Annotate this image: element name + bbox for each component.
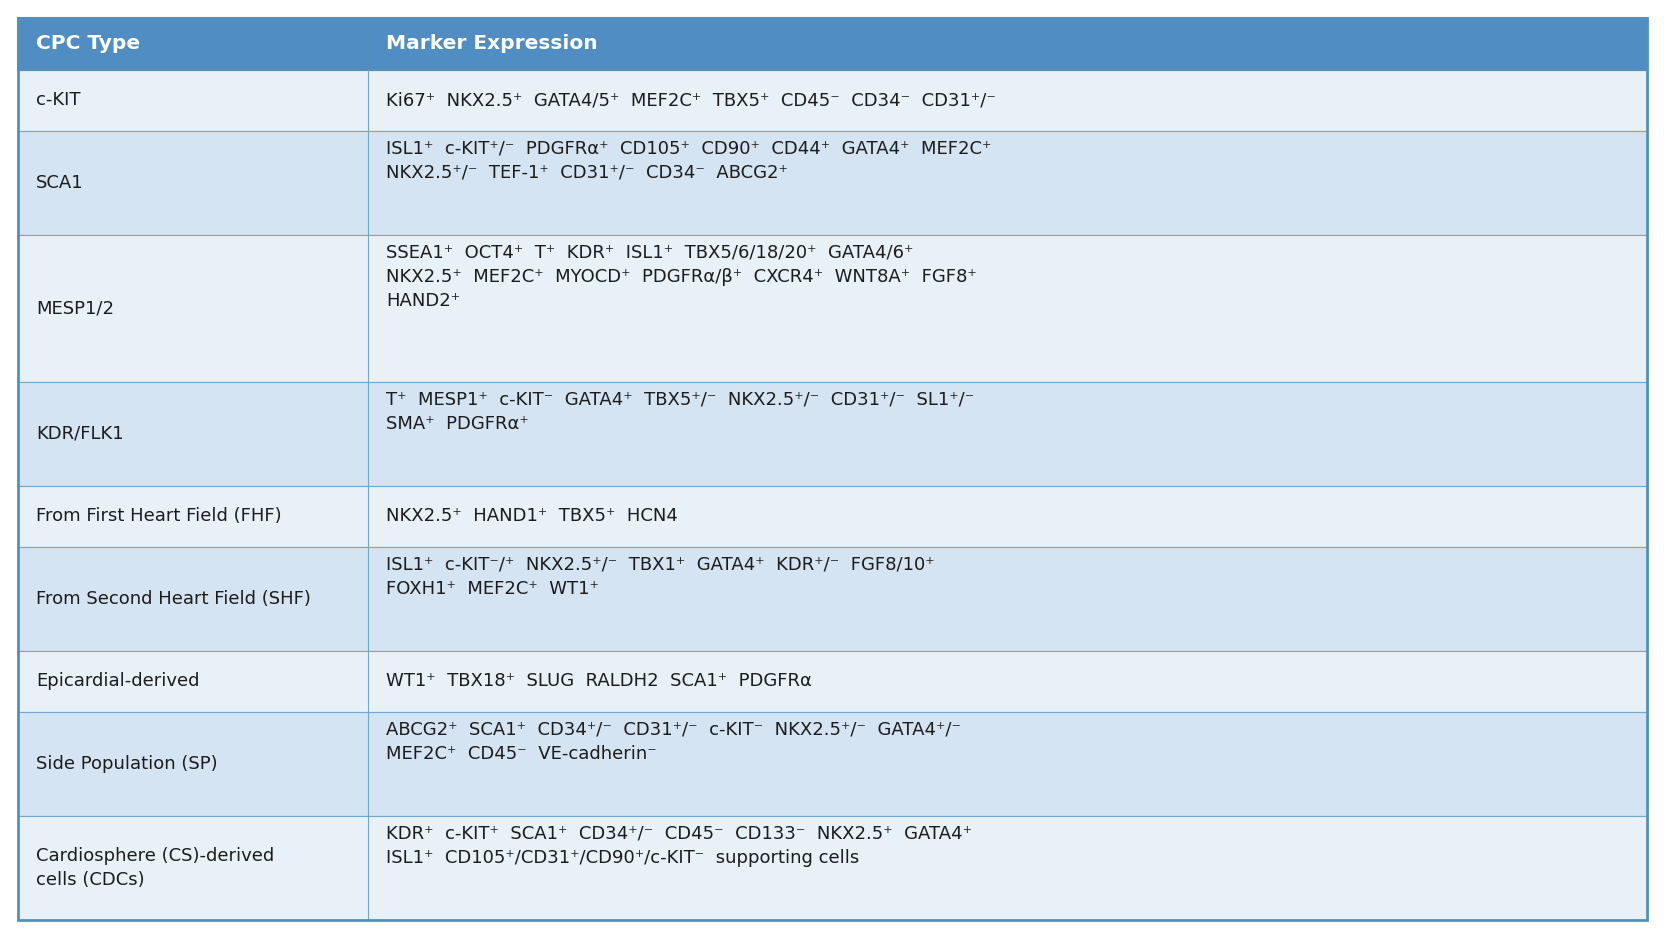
Text: NKX2.5⁺  HAND1⁺  TBX5⁺  HCN4: NKX2.5⁺ HAND1⁺ TBX5⁺ HCN4: [386, 507, 677, 525]
Bar: [18, 486, 1646, 547]
Bar: [18, 651, 1646, 712]
Text: Ki67⁺  NKX2.5⁺  GATA4/5⁺  MEF2C⁺  TBX5⁺  CD45⁻  CD34⁻  CD31⁺/⁻: Ki67⁺ NKX2.5⁺ GATA4/5⁺ MEF2C⁺ TBX5⁺ CD45…: [386, 91, 995, 109]
Bar: [18, 130, 1646, 234]
Bar: [18, 382, 1646, 486]
Bar: [18, 712, 1646, 816]
Text: MESP1/2: MESP1/2: [37, 299, 113, 317]
Text: KDR⁺  c-KIT⁺  SCA1⁺  CD34⁺/⁻  CD45⁻  CD133⁻  NKX2.5⁺  GATA4⁺
ISL1⁺  CD105⁺/CD31⁺: KDR⁺ c-KIT⁺ SCA1⁺ CD34⁺/⁻ CD45⁻ CD133⁻ N…: [386, 825, 972, 868]
Text: ISL1⁺  c-KIT⁺/⁻  PDGFRα⁺  CD105⁺  CD90⁺  CD44⁺  GATA4⁺  MEF2C⁺
NKX2.5⁺/⁻  TEF-1⁺: ISL1⁺ c-KIT⁺/⁻ PDGFRα⁺ CD105⁺ CD90⁺ CD44…: [386, 140, 992, 182]
Text: WT1⁺  TBX18⁺  SLUG  RALDH2  SCA1⁺  PDGFRα: WT1⁺ TBX18⁺ SLUG RALDH2 SCA1⁺ PDGFRα: [386, 673, 812, 690]
Text: Marker Expression: Marker Expression: [386, 35, 597, 53]
Text: From First Heart Field (FHF): From First Heart Field (FHF): [37, 507, 281, 525]
Text: Cardiosphere (CS)-derived
cells (CDCs): Cardiosphere (CS)-derived cells (CDCs): [37, 847, 275, 889]
Text: ISL1⁺  c-KIT⁻/⁺  NKX2.5⁺/⁻  TBX1⁺  GATA4⁺  KDR⁺/⁻  FGF8/10⁺
FOXH1⁺  MEF2C⁺  WT1⁺: ISL1⁺ c-KIT⁻/⁺ NKX2.5⁺/⁻ TBX1⁺ GATA4⁺ KD…: [386, 556, 934, 598]
Bar: [18, 547, 1646, 651]
Text: SCA1: SCA1: [37, 174, 83, 191]
Text: Epicardial-derived: Epicardial-derived: [37, 673, 200, 690]
Text: SSEA1⁺  OCT4⁺  T⁺  KDR⁺  ISL1⁺  TBX5/6/18/20⁺  GATA4/6⁺
NKX2.5⁺  MEF2C⁺  MYOCD⁺ : SSEA1⁺ OCT4⁺ T⁺ KDR⁺ ISL1⁺ TBX5/6/18/20⁺…: [386, 244, 977, 310]
Bar: [18, 816, 1646, 920]
Text: From Second Heart Field (SHF): From Second Heart Field (SHF): [37, 590, 311, 608]
Bar: [18, 18, 1646, 69]
Text: T⁺  MESP1⁺  c-KIT⁻  GATA4⁺  TBX5⁺/⁻  NKX2.5⁺/⁻  CD31⁺/⁻  SL1⁺/⁻
SMA⁺  PDGFRα⁺: T⁺ MESP1⁺ c-KIT⁻ GATA4⁺ TBX5⁺/⁻ NKX2.5⁺/…: [386, 391, 973, 433]
Text: c-KIT: c-KIT: [37, 91, 80, 109]
Text: ABCG2⁺  SCA1⁺  CD34⁺/⁻  CD31⁺/⁻  c-KIT⁻  NKX2.5⁺/⁻  GATA4⁺/⁻
MEF2C⁺  CD45⁻  VE-c: ABCG2⁺ SCA1⁺ CD34⁺/⁻ CD31⁺/⁻ c-KIT⁻ NKX2…: [386, 721, 960, 764]
Bar: [18, 234, 1646, 382]
Text: KDR/FLK1: KDR/FLK1: [37, 425, 123, 443]
Text: Side Population (SP): Side Population (SP): [37, 755, 218, 773]
Text: CPC Type: CPC Type: [37, 35, 140, 53]
Bar: [18, 69, 1646, 130]
